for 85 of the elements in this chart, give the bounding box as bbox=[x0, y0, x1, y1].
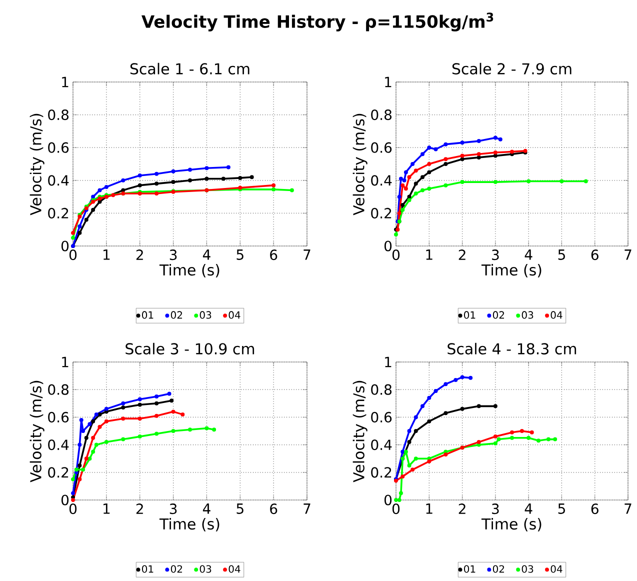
y-tick-label: 0.8 bbox=[371, 110, 392, 120]
x-tick-label: 0 bbox=[69, 250, 77, 260]
x-tick-label: 7 bbox=[624, 250, 632, 260]
y-tick-label: 0.4 bbox=[371, 440, 392, 450]
y-tick-label: 0.6 bbox=[48, 412, 69, 423]
x-tick-label: 1 bbox=[104, 504, 110, 514]
legend-label: 02 bbox=[170, 311, 182, 319]
y-tick-label: 0 bbox=[384, 494, 392, 506]
x-tick-label: 4 bbox=[202, 504, 210, 514]
legend-label: 01 bbox=[464, 565, 476, 573]
x-tick-label: 5 bbox=[236, 504, 244, 514]
y-tick-label: 0.2 bbox=[371, 208, 392, 219]
y-tick-label: 1 bbox=[385, 76, 392, 88]
y-tick-label: 0 bbox=[384, 240, 392, 252]
x-tick-label: 2 bbox=[136, 250, 143, 260]
x-tick-label: 4 bbox=[524, 504, 532, 514]
y-tick-label: 0.8 bbox=[371, 384, 392, 395]
x-tick-label: 7 bbox=[304, 504, 310, 514]
chart-title: Scale 2 - 7.9 cm bbox=[452, 62, 572, 74]
chart-title: Scale 4 - 18.3 cm bbox=[448, 342, 576, 354]
y-axis-title: Velocity (m/s) bbox=[30, 380, 44, 482]
x-tick-label: 2 bbox=[136, 504, 143, 514]
x-tick-label: 4 bbox=[202, 250, 210, 260]
x-tick-label: 7 bbox=[304, 250, 310, 260]
legend-label: 02 bbox=[492, 565, 504, 573]
y-tick-label: 0.8 bbox=[48, 384, 69, 395]
legend-label: 04 bbox=[228, 311, 240, 319]
x-tick-label: 6 bbox=[270, 504, 278, 514]
x-tick-label: 6 bbox=[270, 250, 278, 260]
y-tick-label: 0.2 bbox=[48, 467, 68, 478]
y-tick-label: 0.2 bbox=[371, 467, 392, 478]
legend-label: 03 bbox=[522, 565, 534, 573]
x-tick-label: 1 bbox=[426, 250, 432, 260]
y-axis-title: Velocity (m/s) bbox=[352, 114, 368, 216]
x-tick-label: 0 bbox=[392, 250, 400, 260]
x-tick-label: 3 bbox=[170, 504, 177, 514]
x-axis-title: Time (s) bbox=[481, 264, 542, 278]
x-tick-label: 5 bbox=[236, 250, 244, 260]
y-tick-label: 0 bbox=[61, 240, 69, 252]
x-tick-label: 5 bbox=[558, 250, 565, 260]
y-tick-label: 0.6 bbox=[48, 142, 69, 153]
legend-label: 01 bbox=[464, 311, 476, 319]
text: Velocity Time History - ρ=1150kg/m$^{3}$ bbox=[142, 12, 494, 32]
y-tick-label: 0.6 bbox=[371, 412, 392, 423]
y-tick-label: 1 bbox=[62, 76, 68, 88]
x-axis-title: Time (s) bbox=[159, 518, 220, 532]
y-tick-label: 1 bbox=[62, 356, 68, 368]
y-tick-label: 0.6 bbox=[371, 142, 392, 153]
x-tick-label: 1 bbox=[426, 504, 432, 514]
x-tick-label: 2 bbox=[458, 250, 466, 260]
x-tick-label: 5 bbox=[558, 504, 565, 514]
x-tick-label: 0 bbox=[69, 504, 77, 514]
x-tick-label: 0 bbox=[392, 504, 400, 514]
legend-label: 01 bbox=[142, 311, 154, 319]
chart-title: Scale 1 - 6.1 cm bbox=[130, 62, 250, 74]
y-axis-title: Velocity (m/s) bbox=[352, 380, 368, 482]
legend-label: 02 bbox=[170, 565, 182, 573]
x-tick-label: 4 bbox=[524, 250, 532, 260]
legend-label: 01 bbox=[142, 565, 154, 573]
y-tick-label: 0.2 bbox=[48, 208, 68, 219]
x-axis-title: Time (s) bbox=[159, 264, 220, 278]
legend-label: 04 bbox=[550, 311, 562, 319]
legend-label: 04 bbox=[550, 565, 562, 573]
legend-label: 02 bbox=[492, 311, 504, 319]
y-tick-label: 0 bbox=[61, 494, 69, 506]
x-tick-label: 3 bbox=[492, 504, 499, 514]
y-tick-label: 0.4 bbox=[48, 175, 69, 186]
legend-label: 04 bbox=[228, 565, 240, 573]
y-tick-label: 1 bbox=[385, 356, 392, 368]
y-tick-label: 0.4 bbox=[48, 440, 69, 450]
x-tick-label: 6 bbox=[591, 504, 598, 514]
legend-label: 03 bbox=[200, 565, 212, 573]
x-tick-label: 1 bbox=[104, 250, 110, 260]
x-tick-label: 6 bbox=[591, 250, 598, 260]
chart-title: Scale 3 - 10.9 cm bbox=[126, 342, 254, 354]
x-tick-label: 7 bbox=[624, 504, 632, 514]
y-tick-label: 0.4 bbox=[371, 175, 392, 186]
y-axis-title: Velocity (m/s) bbox=[30, 114, 44, 216]
legend-label: 03 bbox=[200, 311, 212, 319]
y-tick-label: 0.8 bbox=[48, 110, 69, 120]
x-tick-label: 3 bbox=[170, 250, 177, 260]
x-axis-title: Time (s) bbox=[481, 518, 542, 532]
x-tick-label: 2 bbox=[458, 504, 466, 514]
legend-label: 03 bbox=[522, 311, 534, 319]
x-tick-label: 3 bbox=[492, 250, 499, 260]
